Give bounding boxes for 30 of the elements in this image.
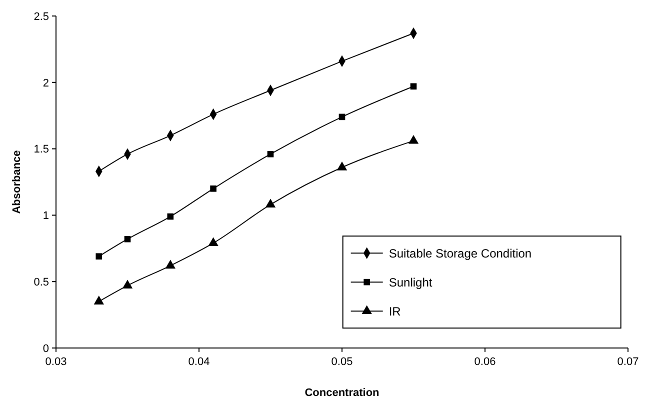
point: [410, 83, 417, 90]
point: [265, 198, 276, 208]
point: [96, 253, 102, 260]
legend-label: IR: [388, 304, 402, 318]
legend-label: Suitable Storage Condition: [388, 246, 532, 260]
point: [124, 236, 131, 242]
point: [167, 213, 174, 220]
x-tick-label: 0.04: [188, 356, 210, 368]
y-axis-title: Absorbance: [11, 150, 23, 214]
point: [267, 150, 274, 158]
point: [94, 296, 104, 304]
point: [338, 114, 346, 120]
y-tick-label: 2.5: [34, 10, 49, 23]
x-tick-label: 0.03: [45, 356, 67, 368]
y-tick-label: 1: [42, 210, 49, 222]
point: [408, 134, 419, 144]
y-tick-label: 0.5: [34, 276, 49, 288]
x-axis-title: Concentration: [304, 387, 380, 399]
y-tick-label: 2: [42, 77, 49, 90]
point: [210, 185, 216, 192]
y-tick-label: 0: [42, 342, 49, 355]
point: [336, 162, 348, 170]
legend-label: Sunlight: [388, 275, 433, 290]
x-tick-label: 0.07: [617, 356, 639, 368]
point: [165, 260, 176, 269]
y-tick-label: 1.5: [34, 144, 49, 156]
point: [208, 237, 218, 246]
point: [122, 280, 133, 289]
x-tick-label: 0.05: [331, 356, 353, 368]
x-tick-label: 0.06: [474, 356, 496, 368]
